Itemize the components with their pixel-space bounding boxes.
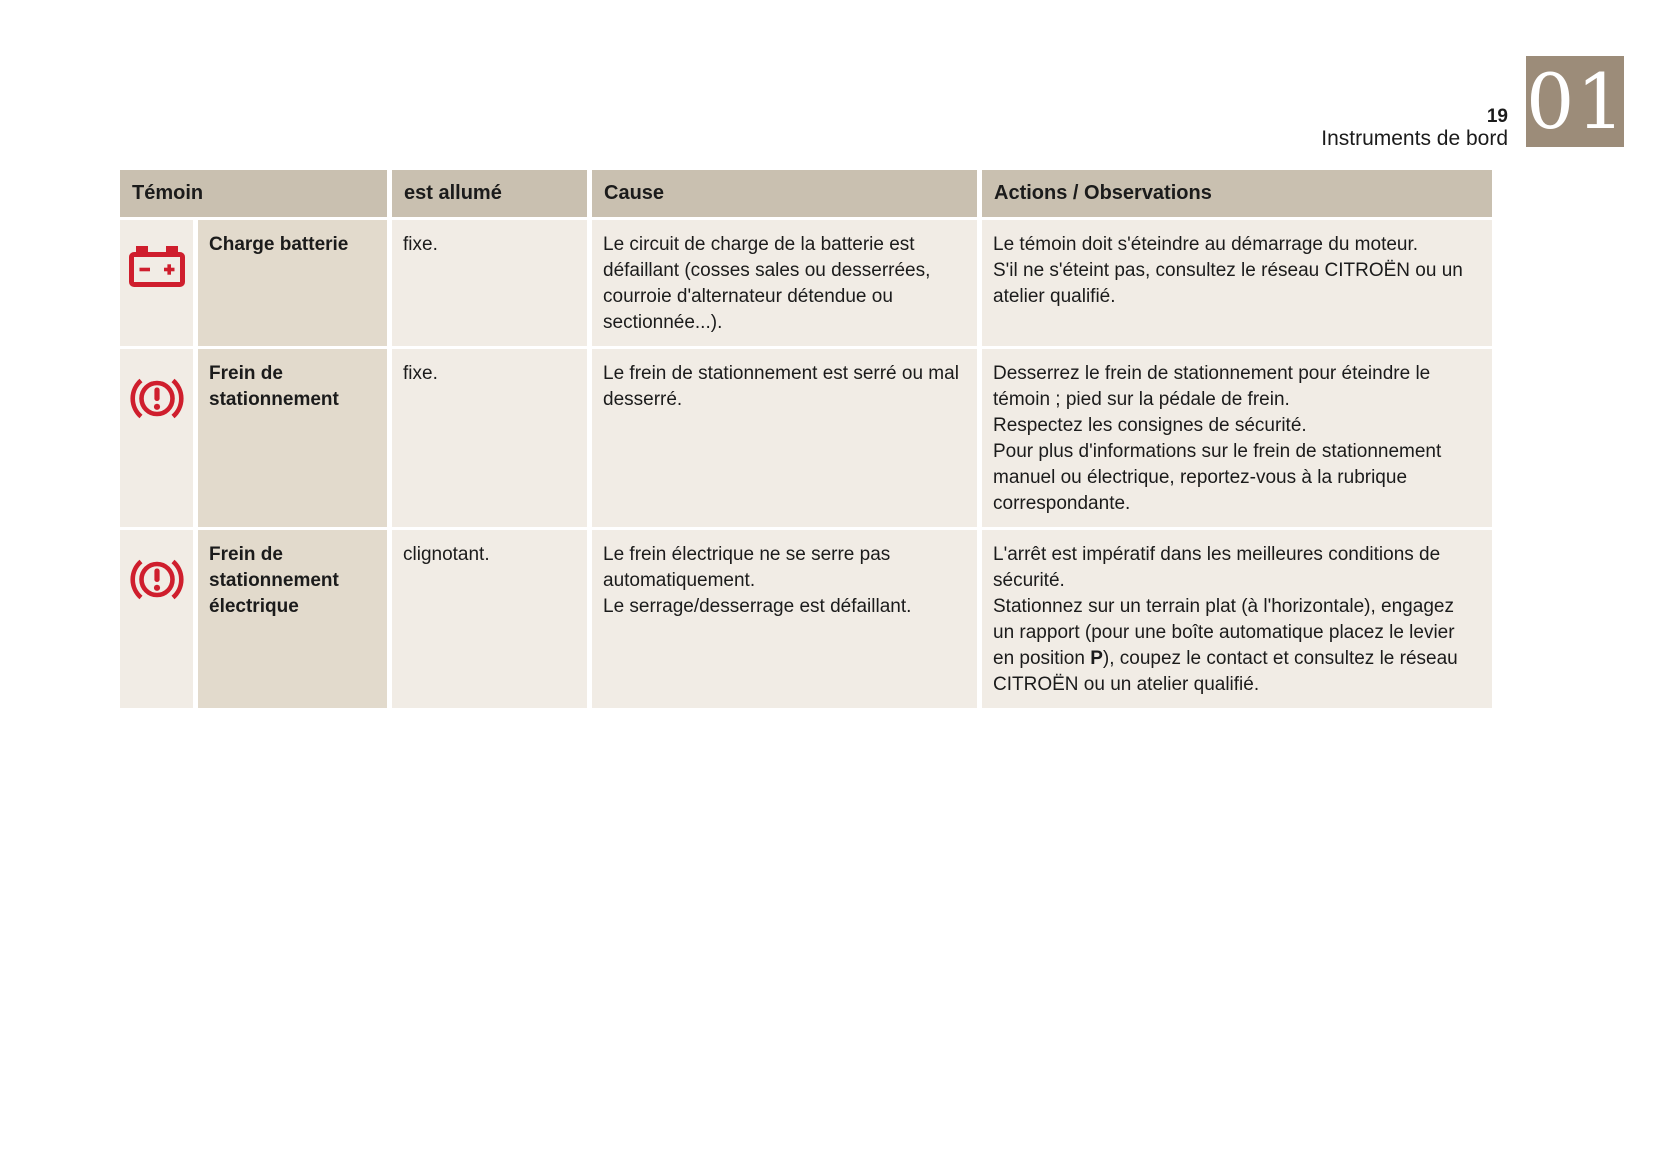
warning-actions: Desserrez le frein de stationnement pour… [982, 349, 1492, 527]
warning-name: Charge batterie [198, 220, 387, 346]
warning-name: Frein de stationnement [198, 349, 387, 527]
chapter-number-badge: 01 [1526, 56, 1627, 147]
warning-name: Frein de stationnement électrique [198, 530, 387, 708]
warning-actions-text: ), coupez le contact et consultez le rés… [993, 648, 1458, 695]
parking-brake-warning-icon [128, 349, 186, 448]
column-header-est-allume: est allumé [392, 170, 587, 217]
parking-brake-warning-icon [128, 530, 186, 629]
column-header-temoin: Témoin [120, 170, 387, 217]
page-header: 19 Instruments de bord [1321, 107, 1508, 151]
warning-actions: Le témoin doit s'éteindre au démarrage d… [982, 220, 1492, 346]
warning-state: clignotant. [392, 530, 587, 708]
table-row-brake-icon-cell [120, 530, 193, 708]
page-number: 19 [1486, 106, 1508, 127]
warning-actions-text: L'arrêt est impératif dans les meilleure… [993, 544, 1455, 669]
warning-state: fixe. [392, 220, 587, 346]
column-header-cause: Cause [592, 170, 977, 217]
warning-cause: Le frein électrique ne se serre pas auto… [592, 530, 977, 708]
section-title: Instruments de bord [1321, 127, 1508, 150]
warning-cause: Le frein de stationnement est serré ou m… [592, 349, 977, 527]
table-row-brake-icon-cell [120, 349, 193, 527]
warning-lights-table: Témoin est allumé Cause Actions / Observ… [120, 170, 1492, 708]
warning-actions: L'arrêt est impératif dans les meilleure… [982, 530, 1492, 708]
warning-actions-bold-p: P [1090, 648, 1103, 669]
column-header-actions: Actions / Observations [982, 170, 1492, 217]
table-row-battery-icon-cell [120, 220, 193, 346]
warning-cause: Le circuit de charge de la batterie est … [592, 220, 977, 346]
battery-charge-warning-icon [128, 220, 185, 314]
warning-state: fixe. [392, 349, 587, 527]
